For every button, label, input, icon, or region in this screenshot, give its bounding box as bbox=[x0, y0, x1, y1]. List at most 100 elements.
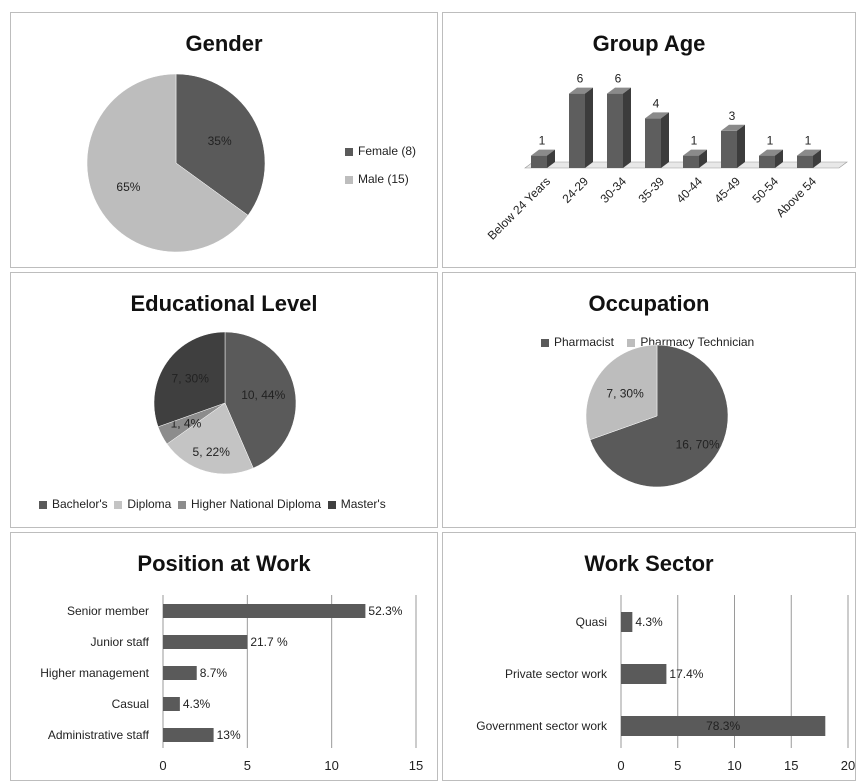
age-tick-label: Above 54 bbox=[773, 174, 819, 220]
age-tick-label: 40-44 bbox=[674, 174, 706, 206]
legend-swatch bbox=[541, 338, 549, 347]
legend-swatch bbox=[627, 338, 636, 347]
age-bar bbox=[759, 155, 775, 168]
category-label: Quasi bbox=[576, 615, 607, 629]
pie-data-label: 10, 44% bbox=[241, 388, 285, 402]
legend-label: Female (8) bbox=[358, 144, 417, 158]
legend-swatch bbox=[178, 500, 187, 509]
gender-legend-female: Female (8) bbox=[345, 144, 416, 158]
sector-title: Work Sector bbox=[584, 551, 714, 576]
pie-slice bbox=[175, 73, 266, 216]
category-label: Casual bbox=[112, 697, 149, 711]
legend-label: Master's bbox=[340, 497, 386, 511]
education-pie-chart: 10, 44%5, 22%1, 4%7, 30% bbox=[153, 331, 297, 475]
age-data-label: 6 bbox=[577, 72, 584, 86]
gender-panel: Gender 35% 65% Female (8) Male (15) bbox=[10, 12, 438, 268]
x-tick-label: 5 bbox=[674, 758, 681, 773]
gender-pie-chart: 35% 65% bbox=[86, 73, 266, 253]
education-title: Educational Level bbox=[130, 291, 318, 316]
position-title: Position at Work bbox=[137, 551, 311, 576]
bar bbox=[163, 604, 366, 618]
bar bbox=[163, 635, 248, 649]
bar-data-label: 8.7% bbox=[200, 666, 228, 680]
age-bar bbox=[721, 130, 737, 168]
legend-swatch bbox=[114, 500, 123, 509]
age-tick-label: 24-29 bbox=[560, 174, 592, 206]
bar-data-label: 13% bbox=[217, 728, 241, 742]
age-bar-side bbox=[661, 112, 669, 168]
age-bar-chart: 1 Below 24 Years 6 24-29 6 30-34 4 35-39 1 40-44 3… bbox=[485, 72, 848, 243]
age-data-label: 1 bbox=[539, 134, 546, 148]
age-bar-side bbox=[547, 149, 555, 168]
occupation-pie-chart: 16, 70% 7, 30% bbox=[585, 344, 729, 488]
pie-data-label: 65% bbox=[116, 180, 140, 194]
x-tick-label: 15 bbox=[409, 758, 423, 773]
x-tick-label: 0 bbox=[617, 758, 624, 773]
sector-bar-chart: 0 5 10 15 20 Quasi 4.3% Private sector work 17.4… bbox=[476, 595, 855, 773]
age-tick-label: 35-39 bbox=[636, 174, 668, 206]
age-data-label: 3 bbox=[729, 109, 736, 123]
legend-swatch bbox=[345, 147, 353, 156]
bar-data-label: 4.3% bbox=[183, 697, 211, 711]
position-bar-chart: 0 5 10 15 Senior member 52.3% Junior staff 21.7… bbox=[40, 595, 423, 773]
age-panel: Group Age 1 Below 24 Years 6 24-29 6 30-34 4 35… bbox=[442, 12, 856, 268]
bar bbox=[163, 728, 214, 742]
age-bar bbox=[569, 93, 585, 168]
legend-swatch bbox=[345, 175, 353, 184]
gender-title: Gender bbox=[185, 31, 263, 56]
legend-label: Male (15) bbox=[358, 172, 409, 186]
age-bar-side bbox=[585, 87, 593, 168]
gender-legend-male: Male (15) bbox=[345, 172, 409, 186]
pie-data-label: 7, 30% bbox=[172, 371, 210, 385]
pie-slice bbox=[224, 331, 297, 469]
occupation-panel: Occupation Pharmacist Pharmacy Technicia… bbox=[442, 272, 856, 528]
age-bar bbox=[683, 155, 699, 168]
age-bar bbox=[607, 93, 623, 168]
bar-data-label: 21.7 % bbox=[250, 635, 288, 649]
x-tick-label: 10 bbox=[324, 758, 338, 773]
occupation-legend: Pharmacist Pharmacy Technician bbox=[541, 335, 754, 349]
x-tick-label: 15 bbox=[784, 758, 798, 773]
legend-label: Diploma bbox=[127, 497, 172, 511]
legend-label: Higher National Diploma bbox=[191, 497, 322, 511]
age-data-label: 6 bbox=[615, 72, 622, 86]
pie-slice bbox=[153, 331, 226, 428]
pie-data-label: 7, 30% bbox=[606, 386, 644, 400]
age-bar bbox=[531, 155, 547, 168]
bar bbox=[621, 612, 633, 632]
legend-label: Pharmacy Technician bbox=[640, 335, 755, 349]
age-data-label: 1 bbox=[767, 134, 774, 148]
occupation-title: Occupation bbox=[588, 291, 710, 316]
age-tick-label: 50-54 bbox=[750, 174, 782, 206]
age-bar-side bbox=[623, 87, 631, 168]
age-bar bbox=[797, 155, 813, 168]
age-data-label: 1 bbox=[691, 134, 698, 148]
age-bar-side bbox=[813, 149, 821, 168]
category-label: Private sector work bbox=[505, 667, 608, 681]
age-bar bbox=[645, 118, 661, 168]
x-tick-label: 5 bbox=[244, 758, 251, 773]
bar bbox=[621, 664, 667, 684]
category-label: Higher management bbox=[40, 666, 149, 680]
pie-slice bbox=[585, 344, 658, 441]
bar-data-label: 52.3% bbox=[368, 604, 402, 618]
age-tick-label: Below 24 Years bbox=[485, 174, 553, 242]
education-panel: Educational Level 10, 44% 5, 22% 1, 4% 7, 3… bbox=[10, 272, 438, 528]
x-tick-label: 0 bbox=[159, 758, 166, 773]
education-legend: Bachelor's Diploma Higher National Diplo… bbox=[39, 497, 386, 511]
pie-slice bbox=[589, 344, 729, 488]
pie-slice bbox=[166, 402, 254, 475]
category-label: Administrative staff bbox=[48, 728, 150, 742]
category-label: Junior staff bbox=[91, 635, 150, 649]
age-title: Group Age bbox=[592, 31, 706, 56]
age-bar-side bbox=[699, 149, 707, 168]
legend-swatch bbox=[327, 500, 336, 509]
x-tick-label: 10 bbox=[727, 758, 741, 773]
bar bbox=[163, 697, 180, 711]
age-data-label: 1 bbox=[805, 134, 812, 148]
bar-data-label: 4.3% bbox=[635, 615, 663, 629]
bar-data-label: 78.3% bbox=[706, 719, 740, 733]
category-label: Government sector work bbox=[476, 719, 608, 733]
legend-label: Pharmacist bbox=[554, 335, 615, 349]
legend-swatch bbox=[39, 500, 47, 509]
